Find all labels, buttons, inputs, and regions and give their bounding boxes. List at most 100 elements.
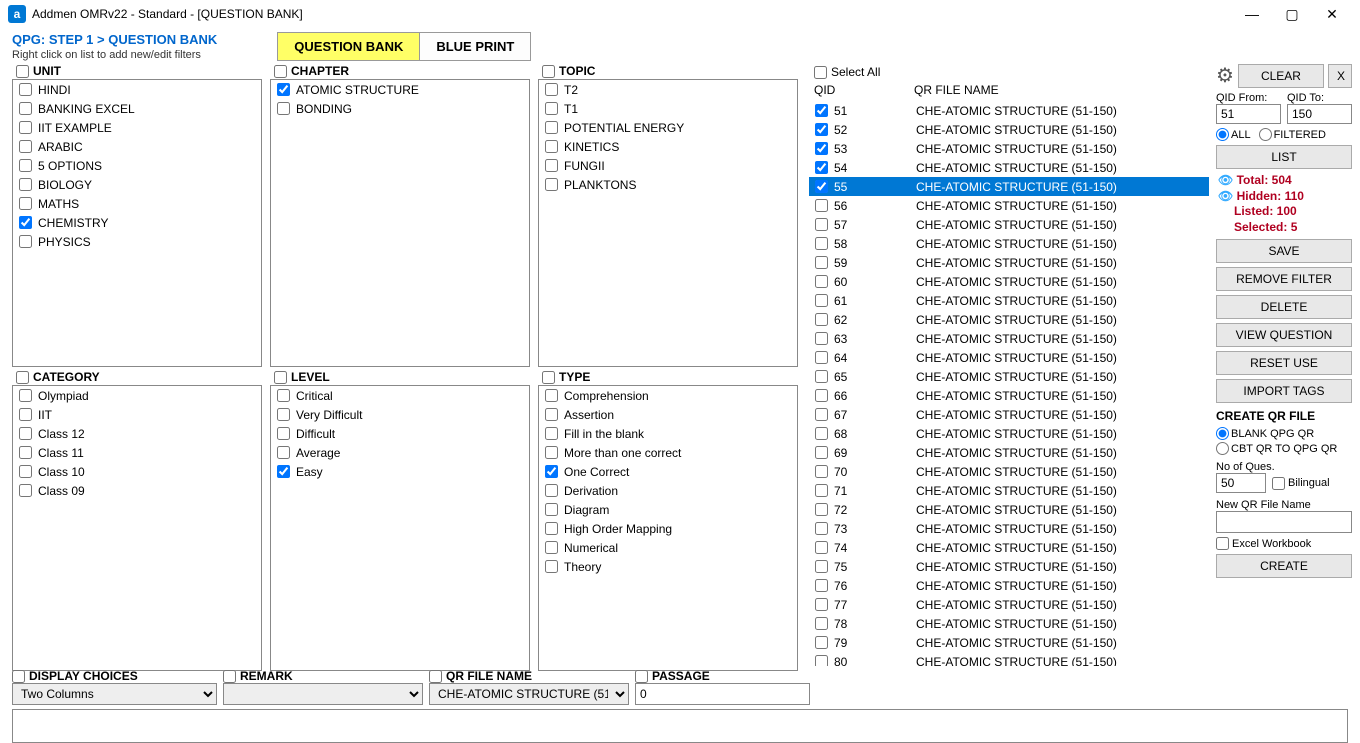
question-row[interactable]: 64CHE-ATOMIC STRUCTURE (51-150) (809, 348, 1209, 367)
type-item[interactable]: High Order Mapping (539, 519, 797, 538)
type-item-checkbox[interactable] (545, 560, 558, 573)
category-item[interactable]: Class 10 (13, 462, 261, 481)
type-item[interactable]: Assertion (539, 405, 797, 424)
clear-button[interactable]: CLEAR (1238, 64, 1324, 88)
select-all-row[interactable]: Select All (808, 63, 1210, 81)
chapter-item-checkbox[interactable] (277, 102, 290, 115)
chapter-all-checkbox[interactable] (274, 65, 287, 78)
question-row[interactable]: 55CHE-ATOMIC STRUCTURE (51-150) (809, 177, 1209, 196)
no-of-ques-input[interactable] (1216, 473, 1266, 493)
unit-item[interactable]: BANKING EXCEL (13, 99, 261, 118)
question-row[interactable]: 72CHE-ATOMIC STRUCTURE (51-150) (809, 500, 1209, 519)
unit-item-checkbox[interactable] (19, 140, 32, 153)
unit-item[interactable]: CHEMISTRY (13, 213, 261, 232)
category-item-checkbox[interactable] (19, 484, 32, 497)
reset-use-button[interactable]: RESET USE (1216, 351, 1352, 375)
question-row[interactable]: 62CHE-ATOMIC STRUCTURE (51-150) (809, 310, 1209, 329)
question-row[interactable]: 52CHE-ATOMIC STRUCTURE (51-150) (809, 120, 1209, 139)
question-row[interactable]: 69CHE-ATOMIC STRUCTURE (51-150) (809, 443, 1209, 462)
type-item[interactable]: Diagram (539, 500, 797, 519)
unit-item-checkbox[interactable] (19, 83, 32, 96)
chapter-header[interactable]: CHAPTER (270, 63, 530, 79)
question-row-checkbox[interactable] (815, 408, 828, 421)
level-header[interactable]: LEVEL (270, 369, 530, 385)
new-file-input[interactable] (1216, 511, 1352, 533)
question-row-checkbox[interactable] (815, 351, 828, 364)
question-row[interactable]: 53CHE-ATOMIC STRUCTURE (51-150) (809, 139, 1209, 158)
category-item[interactable]: Class 12 (13, 424, 261, 443)
save-button[interactable]: SAVE (1216, 239, 1352, 263)
question-row[interactable]: 75CHE-ATOMIC STRUCTURE (51-150) (809, 557, 1209, 576)
type-item-checkbox[interactable] (545, 446, 558, 459)
topic-item-checkbox[interactable] (545, 83, 558, 96)
create-button[interactable]: CREATE (1216, 554, 1352, 578)
unit-all-checkbox[interactable] (16, 65, 29, 78)
type-item[interactable]: Numerical (539, 538, 797, 557)
type-item[interactable]: Fill in the blank (539, 424, 797, 443)
question-list[interactable]: 51CHE-ATOMIC STRUCTURE (51-150)52CHE-ATO… (808, 100, 1210, 667)
question-row-checkbox[interactable] (815, 522, 828, 535)
category-header[interactable]: CATEGORY (12, 369, 262, 385)
bilingual-checkbox[interactable]: Bilingual (1272, 477, 1330, 490)
question-row-checkbox[interactable] (815, 218, 828, 231)
level-item[interactable]: Critical (271, 386, 529, 405)
level-item-checkbox[interactable] (277, 427, 290, 440)
question-row-checkbox[interactable] (815, 237, 828, 250)
radio-filtered[interactable]: FILTERED (1259, 128, 1326, 141)
unit-item[interactable]: BIOLOGY (13, 175, 261, 194)
gear-icon[interactable]: ⚙ (1216, 63, 1234, 88)
import-tags-button[interactable]: IMPORT TAGS (1216, 379, 1352, 403)
question-row[interactable]: 73CHE-ATOMIC STRUCTURE (51-150) (809, 519, 1209, 538)
topic-item-checkbox[interactable] (545, 121, 558, 134)
question-row-checkbox[interactable] (815, 579, 828, 592)
chapter-item[interactable]: BONDING (271, 99, 529, 118)
question-row[interactable]: 61CHE-ATOMIC STRUCTURE (51-150) (809, 291, 1209, 310)
type-item-checkbox[interactable] (545, 465, 558, 478)
question-row-checkbox[interactable] (815, 389, 828, 402)
unit-item-checkbox[interactable] (19, 235, 32, 248)
unit-item-checkbox[interactable] (19, 159, 32, 172)
topic-item[interactable]: KINETICS (539, 137, 797, 156)
category-item[interactable]: IIT (13, 405, 261, 424)
type-item-checkbox[interactable] (545, 541, 558, 554)
question-row-checkbox[interactable] (815, 104, 828, 117)
unit-item-checkbox[interactable] (19, 216, 32, 229)
question-row[interactable]: 59CHE-ATOMIC STRUCTURE (51-150) (809, 253, 1209, 272)
question-row[interactable]: 74CHE-ATOMIC STRUCTURE (51-150) (809, 538, 1209, 557)
level-all-checkbox[interactable] (274, 371, 287, 384)
topic-item[interactable]: T1 (539, 99, 797, 118)
remove-filter-button[interactable]: REMOVE FILTER (1216, 267, 1352, 291)
unit-item[interactable]: MATHS (13, 194, 261, 213)
type-all-checkbox[interactable] (542, 371, 555, 384)
level-item-checkbox[interactable] (277, 408, 290, 421)
question-row[interactable]: 71CHE-ATOMIC STRUCTURE (51-150) (809, 481, 1209, 500)
question-row-checkbox[interactable] (815, 313, 828, 326)
question-row[interactable]: 70CHE-ATOMIC STRUCTURE (51-150) (809, 462, 1209, 481)
unit-item-checkbox[interactable] (19, 121, 32, 134)
radio-all[interactable]: ALL (1216, 128, 1251, 141)
topic-item-checkbox[interactable] (545, 159, 558, 172)
topic-item-checkbox[interactable] (545, 178, 558, 191)
question-row[interactable]: 63CHE-ATOMIC STRUCTURE (51-150) (809, 329, 1209, 348)
unit-header[interactable]: UNIT (12, 63, 262, 79)
question-row-checkbox[interactable] (815, 503, 828, 516)
chapter-item[interactable]: ATOMIC STRUCTURE (271, 80, 529, 99)
topic-all-checkbox[interactable] (542, 65, 555, 78)
topic-item[interactable]: FUNGII (539, 156, 797, 175)
question-row[interactable]: 58CHE-ATOMIC STRUCTURE (51-150) (809, 234, 1209, 253)
type-item[interactable]: Theory (539, 557, 797, 576)
question-row[interactable]: 78CHE-ATOMIC STRUCTURE (51-150) (809, 614, 1209, 633)
question-row-checkbox[interactable] (815, 275, 828, 288)
question-row-checkbox[interactable] (815, 560, 828, 573)
question-row-checkbox[interactable] (815, 161, 828, 174)
level-item[interactable]: Very Difficult (271, 405, 529, 424)
question-row[interactable]: 57CHE-ATOMIC STRUCTURE (51-150) (809, 215, 1209, 234)
type-item-checkbox[interactable] (545, 522, 558, 535)
type-item[interactable]: Comprehension (539, 386, 797, 405)
unit-item-checkbox[interactable] (19, 102, 32, 115)
level-item[interactable]: Average (271, 443, 529, 462)
level-item[interactable]: Easy (271, 462, 529, 481)
topic-item[interactable]: T2 (539, 80, 797, 99)
type-item-checkbox[interactable] (545, 427, 558, 440)
question-row-checkbox[interactable] (815, 180, 828, 193)
